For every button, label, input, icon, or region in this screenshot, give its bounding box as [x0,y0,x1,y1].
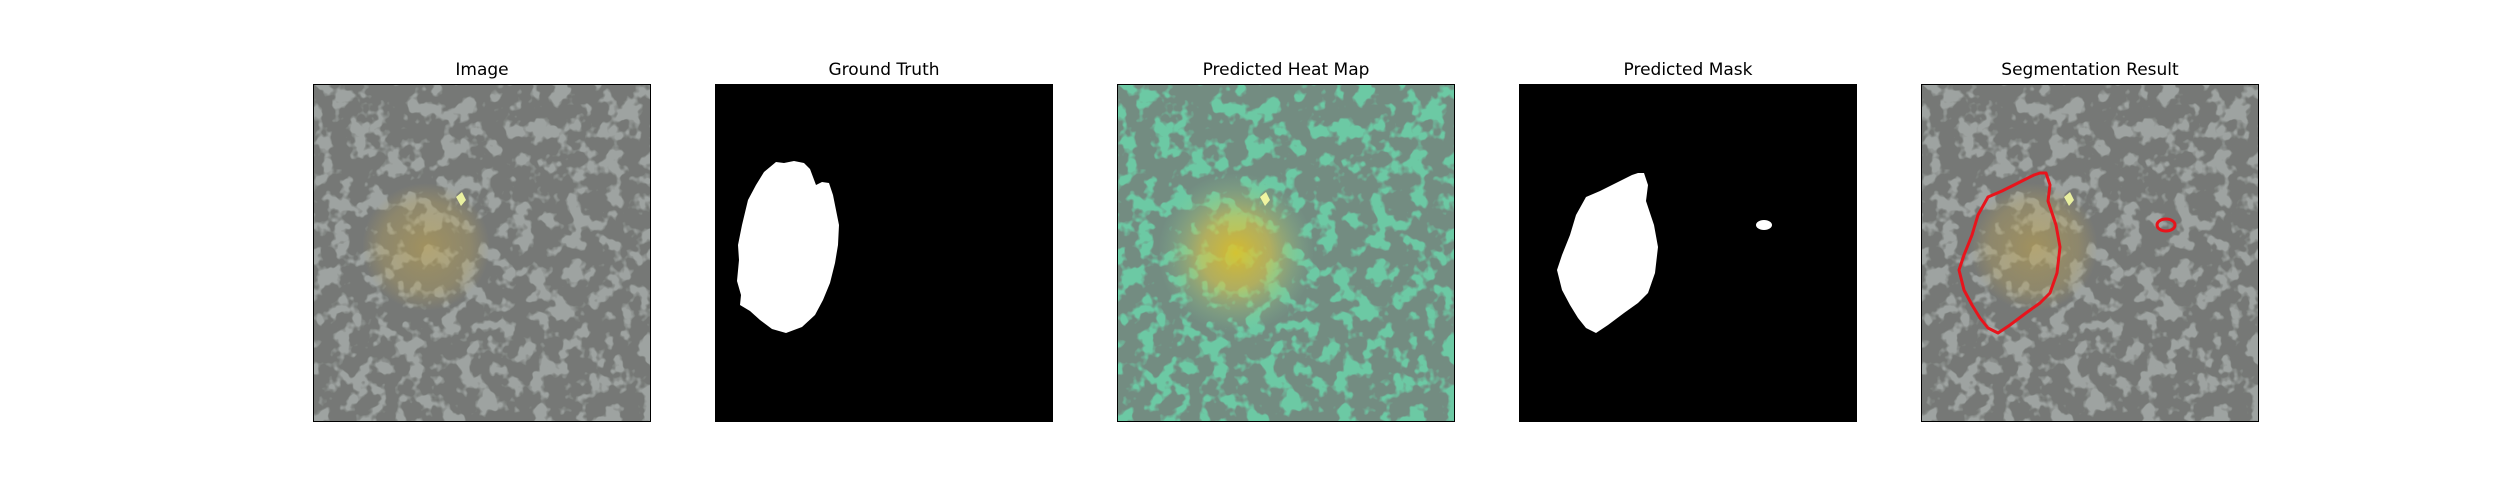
image-view [314,85,650,421]
ground-truth-frame [715,84,1053,422]
lesion-region [362,183,490,311]
highlight-speck [2064,192,2074,206]
mask-panel: Predicted Mask [1519,58,1857,422]
heatmap-view [1118,85,1454,421]
panel-title: Ground Truth [828,60,940,80]
segmentation-panel: Segmentation Result [1921,58,2259,422]
mask-frame [1519,84,1857,422]
heatmap-panel: Predicted Heat Map [1117,58,1455,422]
ground-truth-view [716,85,1052,421]
panel-title: Predicted Mask [1623,60,1753,80]
panel-title: Predicted Heat Map [1202,60,1370,80]
image-panel: Image [313,58,651,422]
predicted-region [1557,173,1658,333]
highlight-speck [1260,192,1270,206]
panel-title: Segmentation Result [2001,60,2179,80]
predicted-small-region [1756,220,1772,230]
panel-title: Image [455,60,509,80]
segmentation-view [1922,85,2258,421]
ground-truth-region [737,161,839,333]
heatmap-frame [1117,84,1455,422]
lesion-region [1970,183,2098,311]
highlight-speck [456,192,466,206]
mask-view [1520,85,1856,421]
heatmap-hotspot [1158,173,1314,333]
image-frame [313,84,651,422]
segmentation-frame [1921,84,2259,422]
segmentation-small-contour [2155,217,2177,233]
ground-truth-panel: Ground Truth [715,58,1053,422]
segmentation-contour [1957,171,2062,335]
